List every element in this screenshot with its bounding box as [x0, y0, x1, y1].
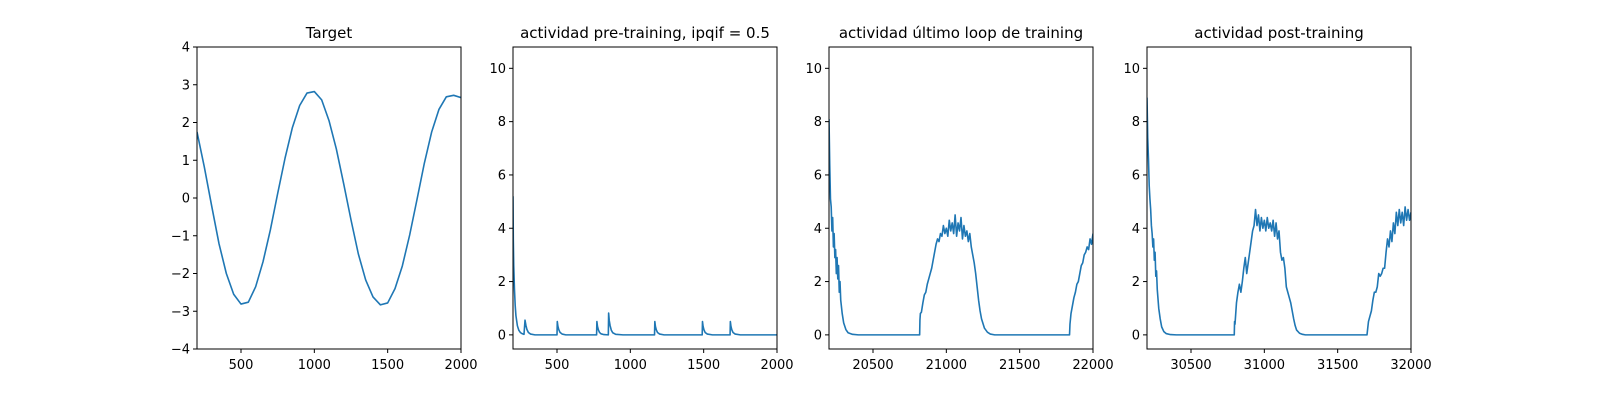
y-tick-label: 0 — [182, 192, 190, 207]
y-tick-label: 4 — [814, 222, 822, 237]
series-line — [197, 90, 461, 306]
y-tick-label: 1 — [182, 154, 190, 169]
y-tick-label: 10 — [1123, 62, 1140, 77]
y-tick-label: 4 — [1132, 222, 1140, 237]
y-tick-label: 6 — [814, 168, 822, 183]
x-tick-label: 1000 — [298, 358, 331, 373]
y-tick-label: 2 — [814, 275, 822, 290]
chart-title: actividad último loop de training — [839, 24, 1083, 42]
y-tick-label: 0 — [498, 328, 506, 343]
x-tick-label: 32000 — [1390, 358, 1431, 373]
y-tick-label: 2 — [182, 116, 190, 131]
axes-frame — [1146, 46, 1412, 350]
x-tick-label: 500 — [545, 358, 570, 373]
x-tick-label: 22000 — [1072, 358, 1113, 373]
y-tick-label: 6 — [498, 168, 506, 183]
y-tick-label: 10 — [489, 62, 506, 77]
x-tick-label: 30500 — [1170, 358, 1211, 373]
y-tick-label: 4 — [498, 222, 506, 237]
axes-frame — [512, 46, 778, 350]
chart-title: actividad pre-training, ipqif = 0.5 — [520, 24, 770, 42]
x-tick-label: 21000 — [926, 358, 967, 373]
axes-frame — [828, 46, 1094, 350]
x-tick-label: 2000 — [760, 358, 793, 373]
y-tick-label: 8 — [498, 115, 506, 130]
y-tick-label: 2 — [1132, 275, 1140, 290]
chart-title: Target — [305, 24, 353, 42]
y-tick-label: −4 — [171, 343, 190, 358]
y-tick-label: −2 — [171, 267, 190, 282]
y-tick-label: −1 — [171, 229, 190, 244]
y-tick-label: 3 — [182, 78, 190, 93]
x-tick-label: 2000 — [444, 358, 477, 373]
y-tick-label: 8 — [814, 115, 822, 130]
y-tick-label: 10 — [805, 62, 822, 77]
y-tick-label: −3 — [171, 305, 190, 320]
chart-title: actividad post-training — [1194, 24, 1363, 42]
y-tick-label: 8 — [1132, 115, 1140, 130]
series-line — [513, 196, 777, 336]
x-tick-label: 20500 — [852, 358, 893, 373]
x-tick-label: 21500 — [999, 358, 1040, 373]
subplot-target: 500 1000 1500 2000 −4 −3 −2 −1 0 1 2 3 4 Target — [171, 24, 478, 373]
series-line — [1147, 97, 1411, 336]
subplot-ultimo-loop: 20500 21000 21500 22000 0 2 4 6 8 10 actividad últ… — [805, 24, 1113, 373]
y-tick-label: 2 — [498, 275, 506, 290]
subplot-post-training: 30500 31000 31500 32000 0 2 4 6 8 10 actividad pos… — [1123, 24, 1431, 373]
subplot-pre-training: 500 1000 1500 2000 0 2 4 6 8 10 actividad pre-trai… — [489, 24, 793, 373]
x-tick-label: 500 — [229, 358, 254, 373]
x-tick-label: 31500 — [1317, 358, 1358, 373]
x-tick-label: 1000 — [614, 358, 647, 373]
series-line — [829, 118, 1093, 336]
x-tick-label: 1500 — [687, 358, 720, 373]
y-tick-label: 0 — [1132, 328, 1140, 343]
y-tick-label: 6 — [1132, 168, 1140, 183]
y-tick-label: 4 — [182, 41, 190, 56]
x-tick-label: 31000 — [1244, 358, 1285, 373]
x-tick-label: 1500 — [371, 358, 404, 373]
y-tick-label: 0 — [814, 328, 822, 343]
